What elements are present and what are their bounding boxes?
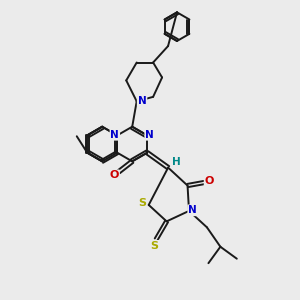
Text: N: N [110,130,119,140]
Text: N: N [188,205,197,215]
Text: O: O [205,176,214,186]
Text: O: O [110,170,119,180]
Text: S: S [151,241,159,251]
Text: H: H [172,157,181,167]
Text: N: N [145,130,154,140]
Text: S: S [138,199,146,208]
Text: N: N [138,96,146,106]
